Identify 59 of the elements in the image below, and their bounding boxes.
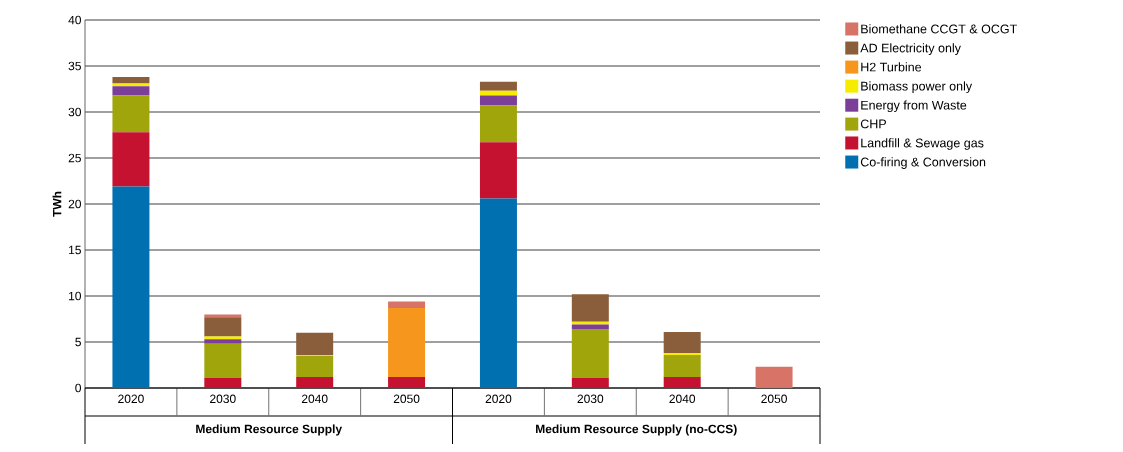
x-tick-label: 2020 [485, 394, 512, 404]
x-tick-label: 2030 [577, 394, 604, 404]
bar [204, 339, 242, 344]
y-tick-label: 30 [68, 107, 81, 117]
bar [112, 132, 150, 187]
bar [571, 329, 609, 378]
legend-label: Co-firing & Conversion [860, 157, 986, 169]
legend-label: Landfill & Sewage gas [861, 138, 984, 150]
bar [571, 377, 609, 388]
text: Medium Resource Supply (no-CCS) [536, 424, 737, 436]
y-tick-label: 25 [68, 153, 81, 163]
bar [571, 294, 609, 322]
x-tick-label: 2040 [301, 394, 328, 404]
y-tick-label: 20 [68, 199, 81, 209]
x-tick-label: 2050 [761, 394, 787, 404]
bar [663, 354, 701, 377]
legend-label: CHP [860, 119, 886, 129]
bar [204, 377, 242, 388]
y-tick-label: 35 [68, 61, 81, 71]
legend-label: H2 Turbine [861, 62, 922, 72]
y-tick-label: 0 [75, 383, 81, 393]
bar [663, 331, 701, 354]
bar [204, 336, 242, 340]
legend-label: Biomethane CCGT & OCGT [861, 24, 1017, 34]
bar [204, 343, 242, 378]
bar [388, 307, 426, 377]
bar [388, 301, 426, 308]
y-tick-label: 10 [69, 291, 81, 301]
x-tick-label: 2030 [210, 394, 236, 404]
bar [479, 81, 517, 91]
y-axis-title: TWh [52, 191, 62, 217]
bar [112, 77, 150, 84]
bar [112, 86, 150, 96]
bar [571, 321, 609, 325]
bar [112, 83, 150, 87]
y-tick-label: 15 [69, 245, 81, 255]
bar [296, 376, 334, 388]
y-tick-label: 40 [68, 15, 81, 25]
text: Medium Resource Supply [196, 424, 343, 436]
x-tick-label: 2020 [118, 394, 144, 404]
legend-label: Energy from Waste [861, 100, 967, 113]
y-tick-label: 5 [75, 337, 81, 347]
bar [204, 317, 242, 337]
bar [479, 105, 517, 143]
x-tick-label: 2040 [669, 394, 696, 404]
legend-label: Biomass power only [861, 81, 973, 94]
bar [296, 332, 334, 355]
bar [755, 366, 793, 388]
bar [479, 95, 517, 106]
bar [479, 142, 517, 199]
bar [663, 376, 701, 388]
x-tick-label: 2050 [393, 394, 420, 404]
bar [112, 95, 150, 133]
bar [388, 376, 426, 388]
bar [112, 186, 150, 388]
legend-label: AD Electricity only [860, 43, 961, 55]
bar [479, 198, 517, 388]
bar [204, 314, 242, 318]
bar [296, 355, 334, 377]
